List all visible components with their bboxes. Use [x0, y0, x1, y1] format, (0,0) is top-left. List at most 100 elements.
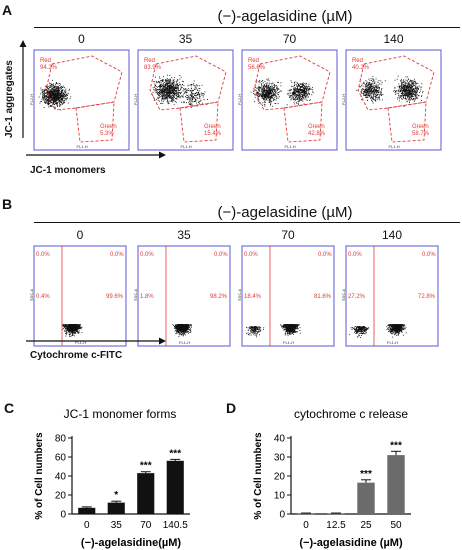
- plot-y-label: SSC-A: [237, 288, 242, 301]
- red-gate-label: Red: [248, 58, 259, 64]
- red-gate: [357, 55, 435, 111]
- panel-a-x-axis-title: JC-1 monomers: [30, 165, 106, 176]
- bar: [327, 513, 345, 515]
- red-gate: [45, 55, 123, 111]
- x-tick-label: 50: [390, 520, 402, 531]
- concentration-label: 0: [78, 32, 85, 46]
- y-tick-label: 20: [55, 491, 67, 502]
- concentration-label: 140: [381, 228, 403, 242]
- bar: [357, 482, 375, 514]
- quadrant-top-left: 0.0%: [348, 252, 362, 258]
- panel-b-header-line: [34, 222, 460, 223]
- quadrant-bottom-left: 18.4%: [244, 294, 262, 300]
- plot-y-label: SSC-A: [341, 288, 346, 301]
- quadrant-bottom-right: 98.2%: [210, 294, 228, 300]
- red-gate-percent: 40.2%: [352, 65, 370, 71]
- x-tick-label: 35: [111, 520, 123, 531]
- flow-plot-cytochrome: 0.0% 0.0% 18.4% 81.6% FL1-H SSC-A: [237, 245, 335, 347]
- bar: [137, 473, 155, 514]
- quadrant-bottom-left: 0.4%: [36, 294, 50, 300]
- significance-mark: ***: [360, 469, 372, 480]
- concentration-label: 35: [177, 228, 191, 242]
- y-tick-label: 30: [274, 453, 286, 464]
- green-gate-percent: 42.8%: [308, 131, 326, 137]
- green-gate: [387, 101, 427, 143]
- chart-title: cytochrome c release: [294, 407, 408, 421]
- green-gate-label: Green: [308, 124, 325, 130]
- green-gate: [179, 101, 219, 143]
- bar: [387, 455, 405, 514]
- quadrant-top-left: 0.0%: [36, 252, 50, 258]
- red-gate-percent: 83.9%: [144, 65, 162, 71]
- scatter-dots: [151, 74, 208, 109]
- panel-c-letter: C: [4, 400, 15, 416]
- green-gate-label: Green: [100, 124, 117, 130]
- plot-y-label: FL2-H: [133, 94, 138, 105]
- scatter-dots: [61, 324, 83, 337]
- x-tick-label: 0: [84, 520, 90, 531]
- panel-a-header-line: [34, 27, 460, 28]
- y-axis-title: % of Cell numbers: [34, 432, 45, 520]
- x-tick-label: 12.5: [326, 520, 346, 531]
- green-gate-percent: 15.4%: [204, 131, 222, 137]
- quadrant-bottom-right: 81.6%: [314, 294, 332, 300]
- y-tick-label: 80: [55, 434, 67, 445]
- red-gate: [253, 55, 331, 111]
- concentration-label: 35: [178, 32, 193, 46]
- y-tick-label: 40: [55, 472, 67, 483]
- bar-chart-cytochrome: cytochrome c release 0 10 20 30 40 % of Cell n…: [253, 407, 411, 549]
- bar: [166, 460, 184, 514]
- quadrant-top-right: 0.0%: [422, 252, 436, 258]
- scatter-dots: [356, 75, 424, 107]
- y-axis-title: % of Cell numbers: [253, 432, 264, 520]
- red-gate-percent: 56.6%: [248, 65, 266, 71]
- x-tick-label: 25: [360, 520, 372, 531]
- panel-a-letter: A: [2, 2, 13, 18]
- quadrant-top-right: 0.0%: [318, 252, 332, 258]
- y-tick-label: 20: [274, 472, 286, 483]
- plot-y-label: FL2-H: [237, 94, 242, 105]
- plot-x-label: FL1-H: [387, 340, 398, 345]
- x-tick-label: 0: [303, 520, 309, 531]
- quadrant-top-left: 0.0%: [244, 252, 258, 258]
- red-gate-label: Red: [352, 58, 363, 64]
- chart-title: JC-1 monomer forms: [64, 407, 177, 421]
- quadrant-bottom-left: 1.8%: [140, 294, 154, 300]
- red-gate-label: Red: [144, 58, 155, 64]
- significance-mark: ***: [169, 448, 181, 459]
- quadrant-bottom-right: 72.8%: [418, 294, 436, 300]
- plot-x-label: FL1-H: [283, 340, 294, 345]
- quadrant-bottom-right: 99.6%: [106, 294, 124, 300]
- bar: [297, 513, 315, 515]
- panel-d-letter: D: [226, 400, 237, 416]
- x-tick-label: 70: [140, 520, 152, 531]
- panel-a-y-arrow: [19, 40, 27, 138]
- red-gate-percent: 94.2%: [40, 65, 58, 71]
- bar-chart-jc1: JC-1 monomer forms 0 20 40 60 80 % of Cell num…: [34, 407, 190, 549]
- quadrant-top-right: 0.0%: [214, 252, 228, 258]
- scatter-dots: [349, 324, 407, 338]
- flow-plot-cytochrome: 0.0% 0.0% 0.4% 99.6% FL1-H SSC-A: [29, 245, 127, 347]
- concentration-label: 140: [383, 32, 404, 46]
- scatter-dots: [38, 79, 72, 111]
- panel-b-x-axis-title: Cytochrome c-FITC: [30, 350, 123, 361]
- y-tick-label: 0: [60, 510, 66, 521]
- quadrant-bottom-left: 27.2%: [348, 294, 366, 300]
- plot-y-label: SSC-A: [133, 288, 138, 301]
- scatter-dots: [246, 324, 301, 338]
- quadrant-top-right: 0.0%: [110, 252, 124, 258]
- green-gate-label: Green: [204, 124, 221, 130]
- scatter-dots: [250, 78, 314, 107]
- plot-x-label: FL1-H: [179, 340, 190, 345]
- plot-x-label: FL1-H: [181, 144, 192, 149]
- panel-b-header: (−)-agelasidine (µM): [217, 204, 353, 221]
- concentration-label: 0: [76, 228, 84, 242]
- y-tick-label: 40: [274, 434, 286, 445]
- plot-x-label: FL1-H: [75, 340, 86, 345]
- red-gate: [149, 55, 227, 111]
- panel-a-header: (−)-agelasidine (µM): [217, 8, 353, 25]
- significance-mark: ***: [390, 440, 402, 451]
